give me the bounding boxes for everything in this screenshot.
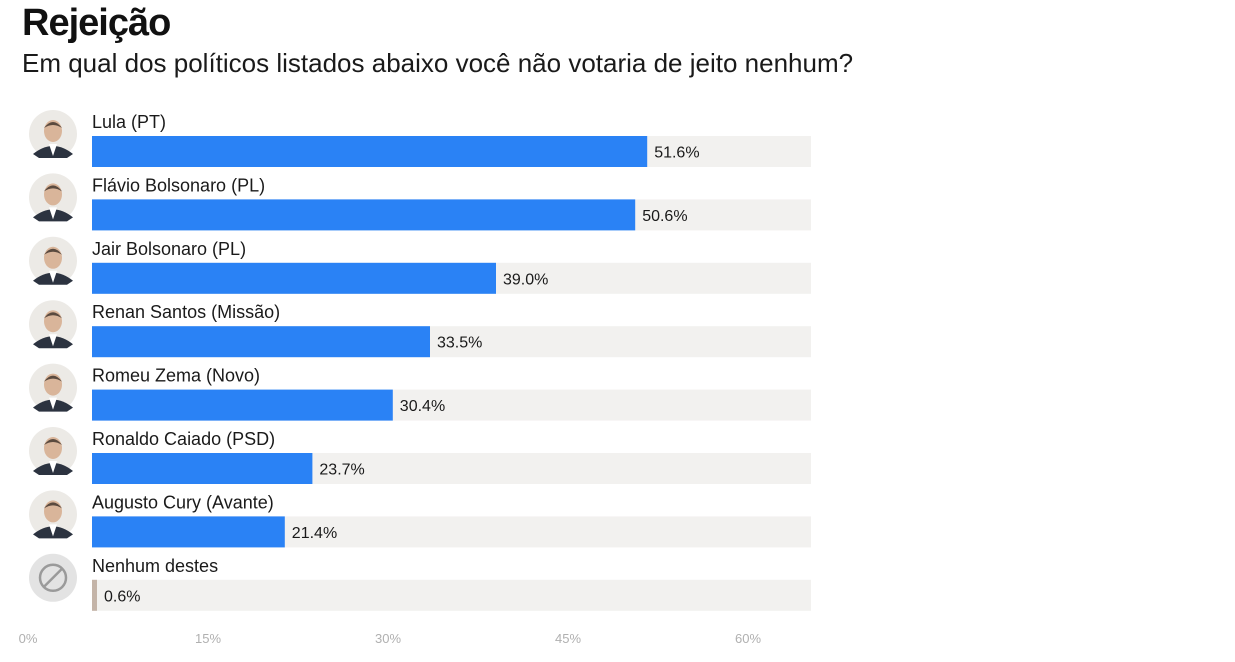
bar-row: Renan Santos (Missão) 33.5% bbox=[29, 300, 811, 358]
bar-track bbox=[92, 579, 811, 611]
value-label: 0.6% bbox=[104, 588, 140, 605]
bar bbox=[92, 199, 636, 231]
icon-ring bbox=[38, 563, 68, 593]
bar-row: Lula (PT) 51.6% bbox=[29, 110, 811, 167]
avatar-hair bbox=[44, 122, 62, 128]
avatar-hair bbox=[44, 439, 62, 445]
bar bbox=[92, 453, 313, 484]
avatar-hair bbox=[44, 312, 62, 319]
x-tick-label: 45% bbox=[555, 631, 581, 646]
avatar-collar bbox=[49, 270, 57, 283]
icon-slash bbox=[43, 567, 63, 588]
x-tick-label: 30% bbox=[375, 631, 401, 646]
x-tick-label: 0% bbox=[19, 631, 38, 646]
category-label: Flávio Bolsonaro (PL) bbox=[92, 175, 265, 195]
bar-row: Nenhum destes 0.6% bbox=[29, 553, 811, 611]
bar bbox=[92, 516, 285, 548]
category-label: Ronaldo Caiado (PSD) bbox=[92, 429, 275, 449]
value-label: 33.5% bbox=[437, 335, 482, 352]
x-tick-label: 15% bbox=[195, 631, 221, 646]
category-label: Renan Santos (Missão) bbox=[92, 302, 280, 322]
avatar-hair bbox=[44, 375, 62, 382]
value-label: 51.6% bbox=[654, 145, 699, 162]
value-label: 23.7% bbox=[319, 462, 364, 479]
value-label: 30.4% bbox=[400, 398, 445, 415]
value-label: 39.0% bbox=[503, 271, 548, 288]
avatar-collar bbox=[49, 461, 57, 473]
bar bbox=[92, 389, 393, 421]
chart-subtitle: Em qual dos políticos listados abaixo vo… bbox=[22, 48, 854, 78]
bar bbox=[92, 262, 496, 294]
avatar-icon bbox=[29, 300, 77, 349]
avatar-collar bbox=[49, 144, 57, 156]
avatar-icon bbox=[29, 236, 77, 285]
chart-title: Rejeição bbox=[22, 2, 171, 44]
avatar-collar bbox=[49, 334, 57, 347]
avatar-collar bbox=[49, 207, 57, 220]
avatar-hair bbox=[44, 185, 62, 192]
no-entry-icon bbox=[29, 553, 77, 602]
bar-row: Augusto Cury (Avante) 21.4% bbox=[29, 490, 811, 548]
category-label: Augusto Cury (Avante) bbox=[92, 492, 274, 512]
value-label: 21.4% bbox=[292, 525, 337, 542]
category-label: Jair Bolsonaro (PL) bbox=[92, 239, 246, 259]
avatar-icon bbox=[29, 110, 77, 158]
avatar-hair bbox=[44, 502, 62, 509]
avatar-icon bbox=[29, 490, 77, 539]
bar bbox=[92, 326, 430, 358]
category-label: Romeu Zema (Novo) bbox=[92, 366, 260, 386]
value-label: 50.6% bbox=[642, 208, 687, 225]
category-label: Nenhum destes bbox=[92, 556, 218, 576]
avatar-hair bbox=[44, 248, 62, 255]
bar-row: Jair Bolsonaro (PL) 39.0% bbox=[29, 236, 811, 294]
bar bbox=[92, 136, 648, 167]
bar-row: Romeu Zema (Novo) 30.4% bbox=[29, 363, 811, 421]
bar bbox=[92, 579, 97, 611]
avatar-icon bbox=[29, 427, 77, 475]
avatar-collar bbox=[49, 397, 57, 410]
avatar-icon bbox=[29, 363, 77, 412]
x-tick-label: 60% bbox=[735, 631, 761, 646]
avatar-icon bbox=[29, 173, 77, 222]
category-label: Lula (PT) bbox=[92, 112, 166, 132]
bar-row: Ronaldo Caiado (PSD) 23.7% bbox=[29, 427, 811, 484]
avatar-collar bbox=[49, 524, 57, 537]
bar-row: Flávio Bolsonaro (PL) 50.6% bbox=[29, 173, 811, 231]
